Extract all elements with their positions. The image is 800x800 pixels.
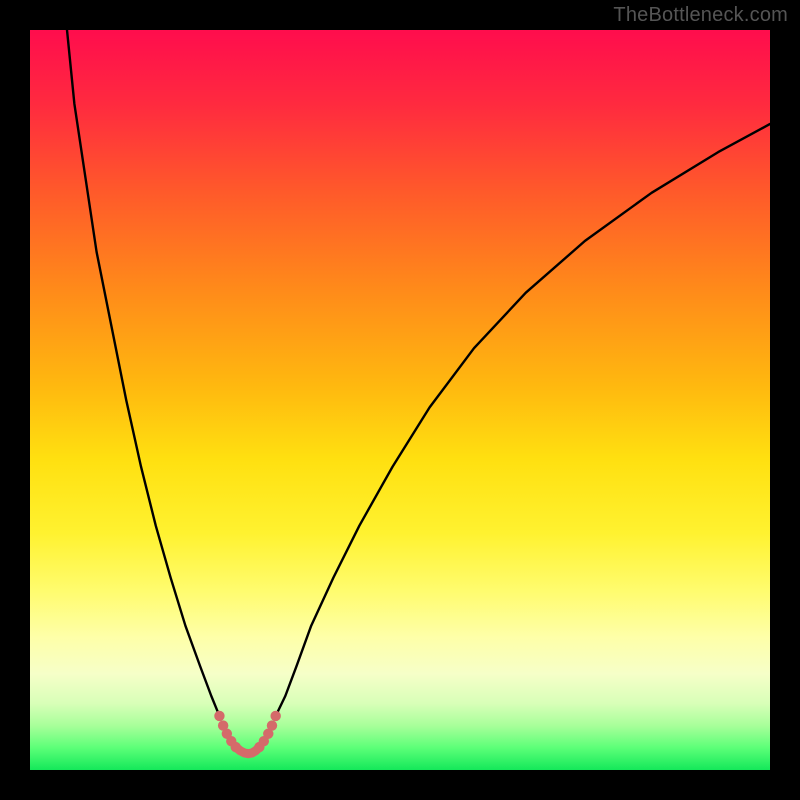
curve-layer (30, 30, 770, 770)
chart-container: TheBottleneck.com (0, 0, 800, 800)
bottom-band-dots (214, 711, 281, 752)
curve-right (276, 124, 770, 716)
curve-left (67, 30, 219, 716)
plot-area (30, 30, 770, 770)
watermark-text: TheBottleneck.com (613, 4, 788, 27)
